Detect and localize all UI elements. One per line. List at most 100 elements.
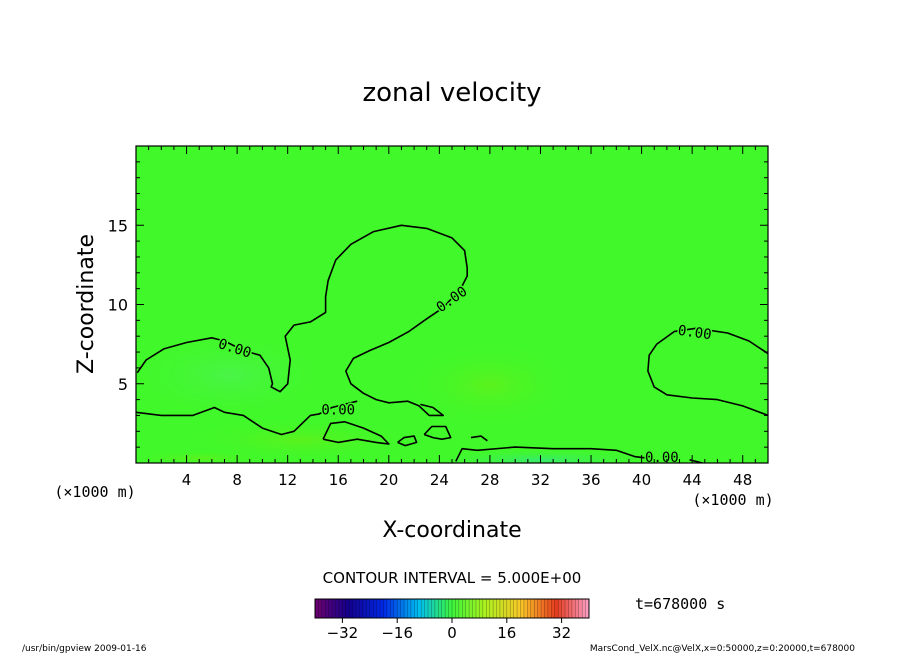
colorbar-cell-29: [414, 599, 419, 618]
colorbar-cell-17: [373, 599, 377, 618]
colorbar-cell-74: [568, 599, 573, 618]
contour-line-zero-0: [136, 224, 468, 417]
colorbar-cell-21: [386, 599, 391, 618]
x-axis-label: X-coordinate: [382, 518, 521, 543]
contour-interval-text: CONTOUR INTERVAL = 5.000E+00: [323, 569, 582, 587]
colorbar-cell-67: [544, 599, 549, 618]
colorbar-cell-72: [561, 599, 566, 618]
colorbar-cell-10: [349, 599, 353, 618]
contour-lines: [136, 224, 768, 463]
colorbar-tick-label-32: 32: [552, 624, 571, 642]
colorbar-cell-39: [448, 599, 453, 618]
colorbar-cell-11: [352, 599, 357, 618]
colorbar-cell-64: [534, 599, 538, 618]
field-region-light: [136, 330, 335, 420]
colorbar-cell-61: [523, 599, 528, 618]
y-tick-label-15: 15: [108, 216, 128, 235]
colorbar-cell-51: [489, 599, 494, 618]
colorbar-cell-41: [455, 599, 460, 618]
colorbar-cell-5: [332, 599, 336, 618]
colorbar-cell-55: [503, 599, 508, 618]
colorbar-cell-78: [582, 599, 586, 618]
x-tick-label-44: 44: [683, 471, 702, 489]
velocity-field: 0.000.000.000.000.00: [136, 146, 768, 466]
colorbar-cell-20: [383, 599, 388, 618]
colorbar-cell-56: [506, 599, 511, 618]
colorbar-cell-47: [475, 599, 480, 618]
footer-left: /usr/bin/gpview 2009-01-16: [22, 644, 147, 654]
colorbar-cell-58: [513, 599, 518, 618]
colorbar-cell-77: [578, 599, 583, 618]
colorbar-cell-0: [315, 599, 319, 618]
colorbar-cell-9: [345, 599, 350, 618]
colorbar-cell-62: [527, 599, 532, 618]
x-tick-label-20: 20: [379, 471, 398, 489]
colorbar-cell-38: [445, 599, 449, 618]
colorbar-cell-69: [551, 599, 556, 618]
colorbar-cell-44: [465, 599, 470, 618]
colorbar-cell-46: [472, 599, 477, 618]
contour-label-3: 0.00: [677, 323, 713, 344]
x-tick-label-28: 28: [480, 471, 499, 489]
colorbar-cell-68: [547, 599, 552, 618]
colorbar-cell-76: [575, 599, 580, 618]
y-tick-label-10: 10: [108, 296, 128, 315]
footer-right: MarsCond_VelX.nc@VelX,x=0:50000,z=0:2000…: [590, 644, 855, 654]
colorbar-cell-63: [530, 599, 535, 618]
y-tick-label-5: 5: [118, 375, 128, 394]
colorbar-cell-42: [458, 599, 463, 618]
colorbar-cell-65: [537, 599, 542, 618]
colorbar-cell-49: [482, 599, 487, 618]
colorbar-cell-37: [441, 599, 446, 618]
colorbar-cell-16: [369, 599, 374, 618]
x-tick-label-8: 8: [232, 471, 242, 489]
colorbar-cell-24: [397, 599, 401, 618]
contour-line-zero-3: [397, 435, 418, 447]
colorbar-cell-31: [421, 599, 425, 618]
colorbar-cell-33: [428, 599, 432, 618]
colorbar-cell-73: [565, 599, 569, 618]
chart-title: zonal velocity: [362, 78, 541, 108]
colorbar-cell-14: [362, 599, 367, 618]
field-region-lime-3: [136, 450, 270, 463]
colorbar-cell-54: [499, 599, 504, 618]
colorbar-cell-18: [376, 599, 381, 618]
contour-label-4: 0.00: [645, 450, 679, 466]
colorbar-cell-7: [338, 599, 343, 618]
colorbar-cell-27: [407, 599, 412, 618]
contour-line-zero-8: [647, 327, 768, 417]
x-tick-label-40: 40: [632, 471, 651, 489]
x-unit-left: (×1000 m): [54, 483, 135, 501]
colorbar-cell-22: [390, 599, 395, 618]
colorbar-cell-13: [359, 599, 364, 618]
field-region-lime-2: [180, 418, 420, 462]
colorbar-cell-34: [431, 599, 436, 618]
colorbar-cell-43: [462, 599, 466, 618]
colorbar-cell-59: [517, 599, 521, 618]
colorbar-cell-53: [496, 599, 501, 618]
x-unit-right: (×1000 m): [692, 491, 773, 509]
x-tick-label-16: 16: [329, 471, 348, 489]
colorbar-tick-label-0: 0: [447, 624, 457, 642]
colorbar-cell-6: [335, 599, 340, 618]
colorbar-cell-52: [493, 599, 497, 618]
contour-line-zero-4: [423, 425, 452, 440]
x-tick-label-12: 12: [278, 471, 297, 489]
contour-line-zero-1: [136, 400, 358, 436]
x-tick-label-32: 32: [531, 471, 550, 489]
contour-line-zero-5: [470, 435, 488, 442]
colorbar-cell-32: [424, 599, 429, 618]
colorbar-cell-2: [321, 599, 326, 618]
colorbar-cell-1: [318, 599, 323, 618]
colorbar-tick-label--16: −16: [381, 624, 413, 642]
colorbar-cell-48: [479, 599, 484, 618]
colorbar-cell-25: [400, 599, 405, 618]
colorbar-cell-28: [410, 599, 415, 618]
colorbar-cell-50: [486, 599, 490, 618]
x-tick-label-36: 36: [581, 471, 600, 489]
colorbar-cell-19: [380, 599, 384, 618]
colorbar-cell-71: [558, 599, 562, 618]
contour-line-zero-2: [322, 421, 390, 445]
x-tick-label-48: 48: [733, 471, 752, 489]
